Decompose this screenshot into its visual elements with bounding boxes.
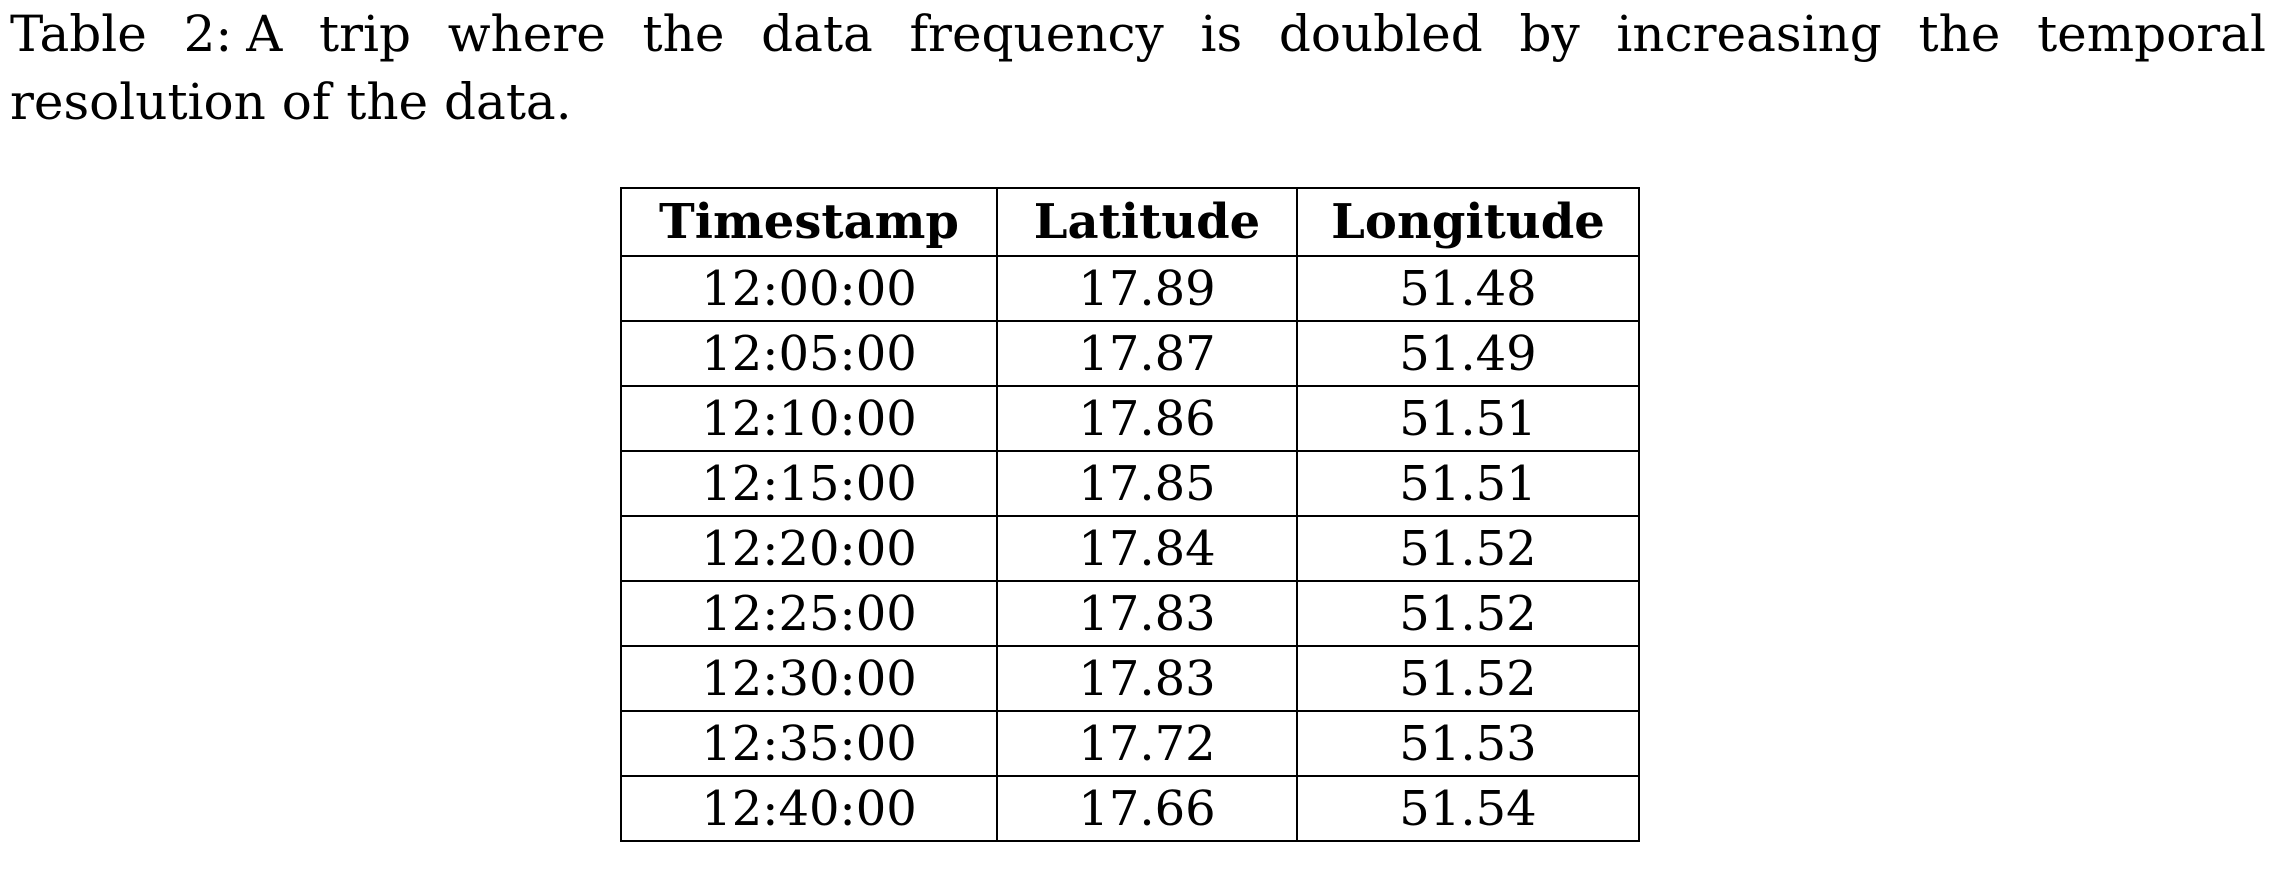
cell-timestamp: 12:20:00 [620, 515, 998, 582]
cell-timestamp: 12:00:00 [620, 255, 998, 322]
cell-longitude: 51.51 [1296, 450, 1640, 517]
table-row: 12:35:00 17.72 51.53 [620, 710, 1640, 777]
caption-label: Table 2: [10, 5, 233, 63]
cell-timestamp: 12:25:00 [620, 580, 998, 647]
cell-longitude: 51.48 [1296, 255, 1640, 322]
table-row: 12:10:00 17.86 51.51 [620, 385, 1640, 452]
cell-longitude: 51.49 [1296, 320, 1640, 387]
cell-longitude: 51.52 [1296, 580, 1640, 647]
cell-longitude: 51.53 [1296, 710, 1640, 777]
table-row: 12:05:00 17.87 51.49 [620, 320, 1640, 387]
cell-timestamp: 12:15:00 [620, 450, 998, 517]
table-container: Timestamp Latitude Longitude 12:00:00 17… [620, 187, 1640, 842]
cell-longitude: 51.52 [1296, 515, 1640, 582]
cell-latitude: 17.87 [996, 320, 1298, 387]
cell-latitude: 17.83 [996, 645, 1298, 712]
table-row: 12:20:00 17.84 51.52 [620, 515, 1640, 582]
table-header-row: Timestamp Latitude Longitude [620, 187, 1640, 257]
cell-latitude: 17.72 [996, 710, 1298, 777]
cell-latitude: 17.66 [996, 775, 1298, 842]
cell-timestamp: 12:05:00 [620, 320, 998, 387]
cell-longitude: 51.51 [1296, 385, 1640, 452]
table-caption: Table 2: A trip where the data frequency … [10, 0, 2266, 136]
table-row: 12:00:00 17.89 51.48 [620, 255, 1640, 322]
header-longitude: Longitude [1296, 187, 1640, 257]
cell-latitude: 17.83 [996, 580, 1298, 647]
table-row: 12:15:00 17.85 51.51 [620, 450, 1640, 517]
cell-latitude: 17.85 [996, 450, 1298, 517]
header-timestamp: Timestamp [620, 187, 998, 257]
cell-timestamp: 12:10:00 [620, 385, 998, 452]
table-row: 12:25:00 17.83 51.52 [620, 580, 1640, 647]
cell-latitude: 17.89 [996, 255, 1298, 322]
trip-data-table: Timestamp Latitude Longitude 12:00:00 17… [620, 187, 1640, 842]
table-row: 12:30:00 17.83 51.52 [620, 645, 1640, 712]
header-latitude: Latitude [996, 187, 1298, 257]
cell-timestamp: 12:35:00 [620, 710, 998, 777]
table-row: 12:40:00 17.66 51.54 [620, 775, 1640, 842]
cell-longitude: 51.52 [1296, 645, 1640, 712]
cell-timestamp: 12:30:00 [620, 645, 998, 712]
cell-timestamp: 12:40:00 [620, 775, 998, 842]
cell-latitude: 17.86 [996, 385, 1298, 452]
cell-longitude: 51.54 [1296, 775, 1640, 842]
cell-latitude: 17.84 [996, 515, 1298, 582]
caption-text: A trip where the data frequency is doubl… [10, 5, 2266, 131]
